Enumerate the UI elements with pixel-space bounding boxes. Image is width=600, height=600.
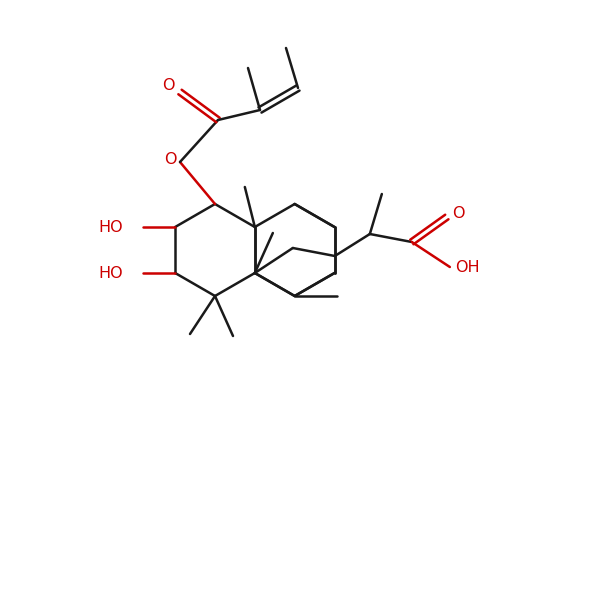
Text: OH: OH [455,259,480,275]
Text: HO: HO [98,220,123,235]
Text: HO: HO [98,265,123,280]
Text: O: O [164,152,176,167]
Text: O: O [452,205,465,220]
Text: O: O [162,79,174,94]
